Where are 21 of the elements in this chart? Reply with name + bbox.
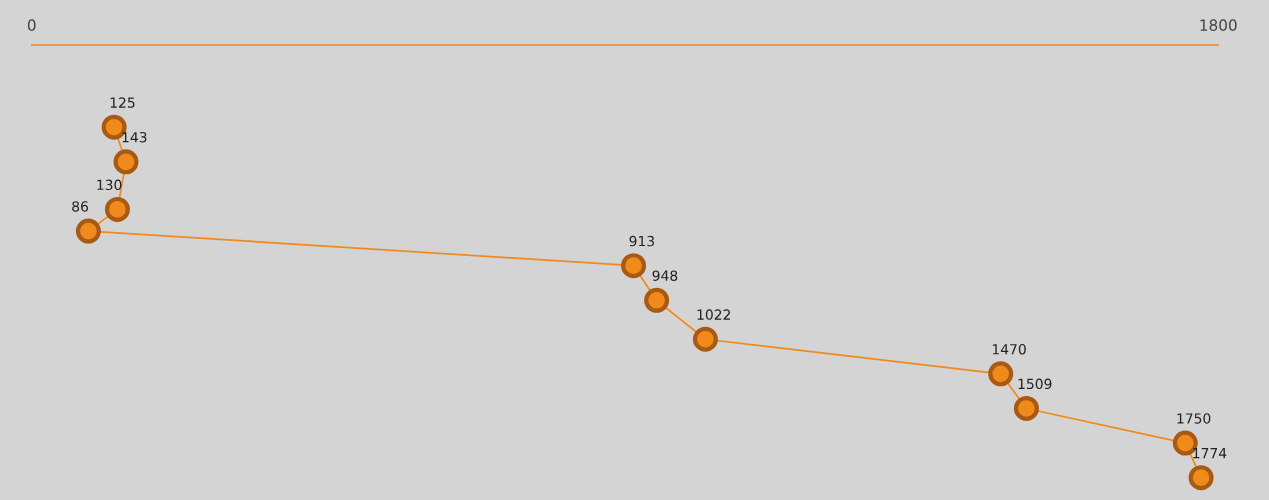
annotation: 1022: [697, 309, 731, 320]
annotation: 86: [72, 201, 89, 212]
x-tick-label: 0: [27, 19, 36, 31]
point: [644, 287, 670, 313]
point: [692, 326, 718, 352]
annotation: 1470: [992, 343, 1026, 355]
annotation: 1774: [1193, 448, 1227, 459]
point: [1188, 465, 1214, 491]
annotation: 143: [122, 131, 147, 143]
point: [113, 149, 139, 175]
point: [75, 218, 101, 244]
point: [621, 253, 647, 279]
annotation: 125: [110, 97, 135, 108]
annotation: 913: [629, 235, 655, 247]
point: [104, 196, 130, 222]
point: [988, 361, 1014, 387]
annotation: 1750: [1177, 413, 1211, 424]
point: [1013, 395, 1039, 421]
annotation: 948: [652, 270, 678, 281]
x-tick-label: 1800: [1200, 19, 1237, 31]
annotation: 1509: [1018, 378, 1052, 390]
